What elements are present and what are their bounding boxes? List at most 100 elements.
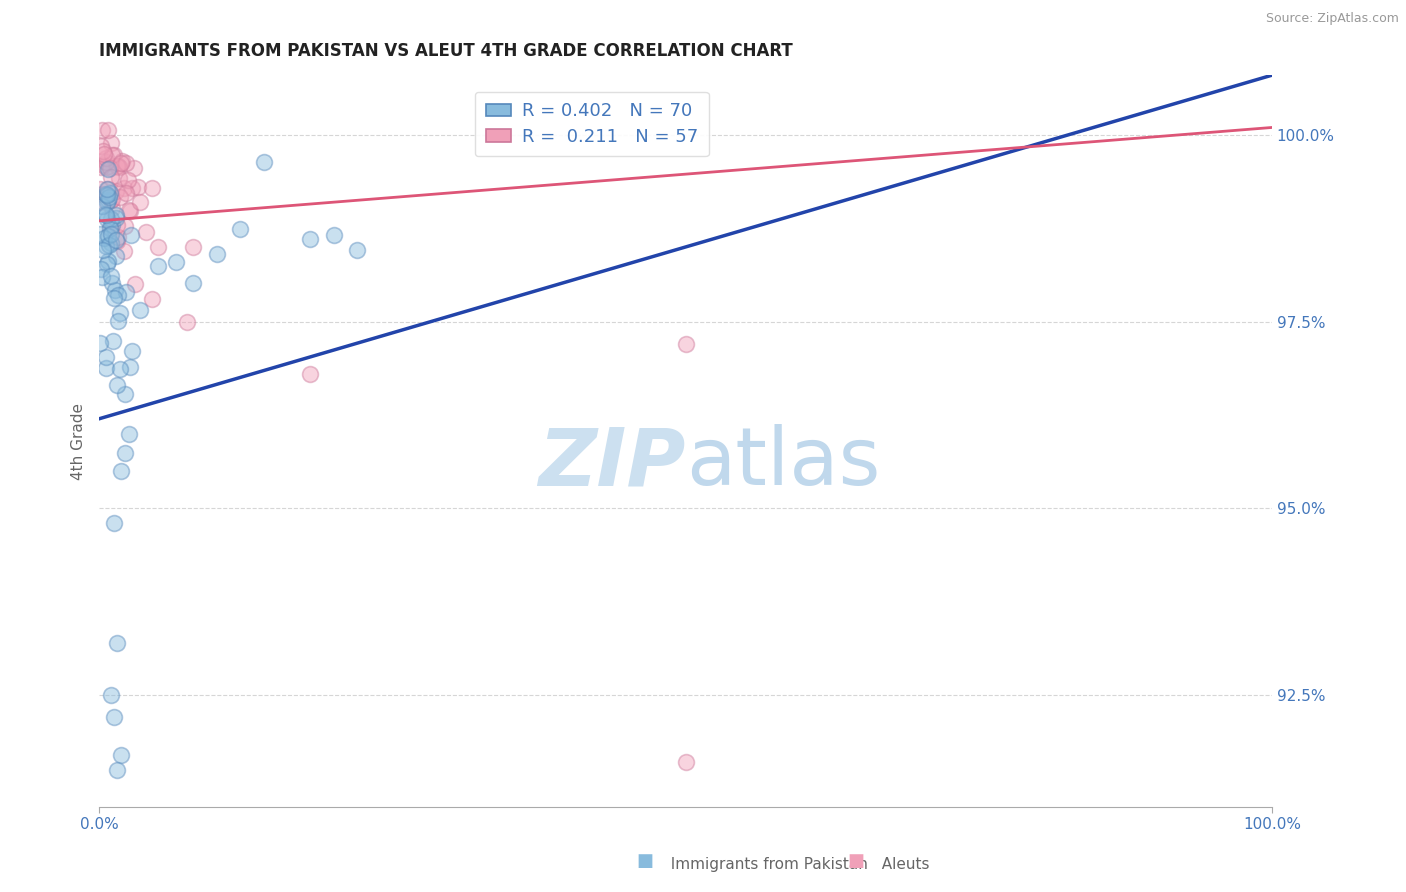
Point xyxy=(120,204,142,219)
Point xyxy=(104,249,127,263)
Point xyxy=(93,146,115,161)
Point xyxy=(101,276,124,290)
Point xyxy=(146,240,169,254)
Point xyxy=(127,179,149,194)
Point xyxy=(96,182,118,196)
Point xyxy=(124,277,146,292)
Point xyxy=(115,186,138,200)
Point xyxy=(100,220,122,235)
Point xyxy=(112,244,135,259)
Point xyxy=(141,292,163,306)
Point xyxy=(110,306,132,320)
Point xyxy=(96,212,118,227)
Point xyxy=(299,232,322,246)
Point xyxy=(108,190,131,204)
Point xyxy=(98,186,121,200)
Point xyxy=(146,259,169,273)
Point xyxy=(107,170,129,185)
Point xyxy=(104,184,127,198)
Point xyxy=(90,160,112,174)
Point xyxy=(91,187,114,202)
Point xyxy=(96,188,118,202)
Point xyxy=(98,237,121,252)
Y-axis label: 4th Grade: 4th Grade xyxy=(72,402,86,480)
Point xyxy=(118,202,141,217)
Point xyxy=(96,186,118,201)
Point xyxy=(96,239,118,253)
Point xyxy=(110,155,132,169)
Point xyxy=(229,222,252,236)
Text: Source: ZipAtlas.com: Source: ZipAtlas.com xyxy=(1265,12,1399,25)
Point xyxy=(101,218,124,232)
Point xyxy=(114,446,136,460)
Text: ■: ■ xyxy=(848,852,865,870)
Point xyxy=(141,181,163,195)
Point xyxy=(96,151,118,165)
Point xyxy=(103,148,125,162)
Text: ■: ■ xyxy=(637,852,654,870)
Point xyxy=(100,136,122,150)
Point xyxy=(104,208,127,222)
Point xyxy=(675,755,697,769)
Point xyxy=(120,227,142,242)
Point xyxy=(107,230,129,244)
Point xyxy=(129,303,152,318)
Point xyxy=(107,288,129,302)
Point xyxy=(165,255,187,269)
Point xyxy=(98,160,121,174)
Point xyxy=(100,227,122,241)
Point xyxy=(90,261,112,276)
Point xyxy=(100,202,122,216)
Point xyxy=(98,161,121,175)
Point xyxy=(115,285,138,300)
Point xyxy=(91,144,114,158)
Point xyxy=(96,257,118,271)
Point xyxy=(111,153,134,168)
Point xyxy=(89,227,111,241)
Point xyxy=(100,193,122,207)
Point xyxy=(112,180,135,194)
Point xyxy=(105,763,128,777)
Point xyxy=(91,270,114,285)
Point xyxy=(121,181,143,195)
Point xyxy=(110,747,132,762)
Point xyxy=(97,123,120,137)
Text: Immigrants from Pakistan: Immigrants from Pakistan xyxy=(661,857,868,872)
Point xyxy=(114,156,136,170)
Point xyxy=(110,464,132,478)
Point xyxy=(94,208,117,222)
Point xyxy=(104,283,127,297)
Point xyxy=(97,193,120,207)
Point xyxy=(105,636,128,650)
Point xyxy=(97,229,120,244)
Point xyxy=(97,254,120,268)
Point xyxy=(90,139,112,153)
Point xyxy=(93,207,115,221)
Point xyxy=(107,234,129,248)
Point xyxy=(323,228,346,243)
Point xyxy=(176,315,198,329)
Point xyxy=(135,225,157,239)
Point xyxy=(100,211,122,226)
Text: Aleuts: Aleuts xyxy=(872,857,929,872)
Point xyxy=(96,195,118,210)
Legend: R = 0.402   N = 70, R =  0.211   N = 57: R = 0.402 N = 70, R = 0.211 N = 57 xyxy=(475,92,709,156)
Point xyxy=(93,231,115,245)
Text: IMMIGRANTS FROM PAKISTAN VS ALEUT 4TH GRADE CORRELATION CHART: IMMIGRANTS FROM PAKISTAN VS ALEUT 4TH GR… xyxy=(100,42,793,60)
Point xyxy=(121,343,143,358)
Point xyxy=(205,247,228,261)
Point xyxy=(346,244,368,258)
Point xyxy=(129,195,152,210)
Point xyxy=(107,160,129,174)
Point xyxy=(117,173,139,187)
Point xyxy=(100,688,122,702)
Point xyxy=(252,155,274,169)
Point xyxy=(299,367,322,381)
Point xyxy=(91,157,114,171)
Point xyxy=(103,710,125,724)
Point xyxy=(90,123,112,137)
Point xyxy=(93,243,115,257)
Point xyxy=(114,219,136,234)
Point xyxy=(101,334,124,349)
Point xyxy=(94,361,117,376)
